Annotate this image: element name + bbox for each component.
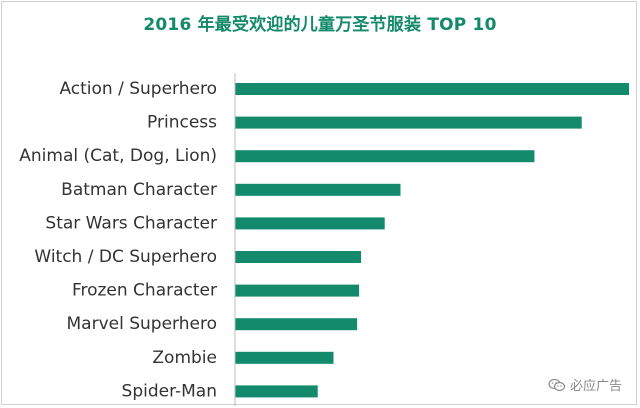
- bar-zombie: [235, 351, 334, 364]
- wechat-icon: [548, 378, 566, 392]
- bar-witch-dc-superhero: [235, 251, 362, 263]
- watermark: 必应广告: [545, 375, 624, 394]
- category-label-princess: Princess: [147, 113, 217, 133]
- category-label-zombie: Zombie: [152, 348, 217, 368]
- bar-marvel-superhero: [235, 318, 358, 331]
- bar-princess: [235, 116, 582, 129]
- bar-frozen-character: [235, 284, 360, 297]
- bar-star-wars-character: [235, 217, 385, 230]
- category-label-action-superhero: Action / Superhero: [59, 79, 217, 99]
- category-label-star-wars-character: Star Wars Character: [45, 213, 217, 233]
- watermark-text: 必应广告: [569, 379, 622, 394]
- chart-title: 2016 年最受欢迎的儿童万圣节服装 TOP 10: [143, 15, 497, 35]
- bar-spider-man: [235, 385, 318, 398]
- category-label-spider-man: Spider-Man: [122, 381, 217, 401]
- bar-batman-character: [235, 183, 401, 196]
- bar-animal-cat-dog-lion: [235, 150, 535, 163]
- bar-action-superhero: [235, 83, 629, 95]
- category-label-frozen-character: Frozen Character: [72, 281, 217, 301]
- category-label-batman-character: Batman Character: [61, 180, 217, 200]
- category-label-animal-cat-dog-lion: Animal (Cat, Dog, Lion): [19, 146, 217, 166]
- category-label-marvel-superhero: Marvel Superhero: [67, 314, 217, 334]
- category-label-witch-dc-superhero: Witch / DC Superhero: [34, 247, 217, 267]
